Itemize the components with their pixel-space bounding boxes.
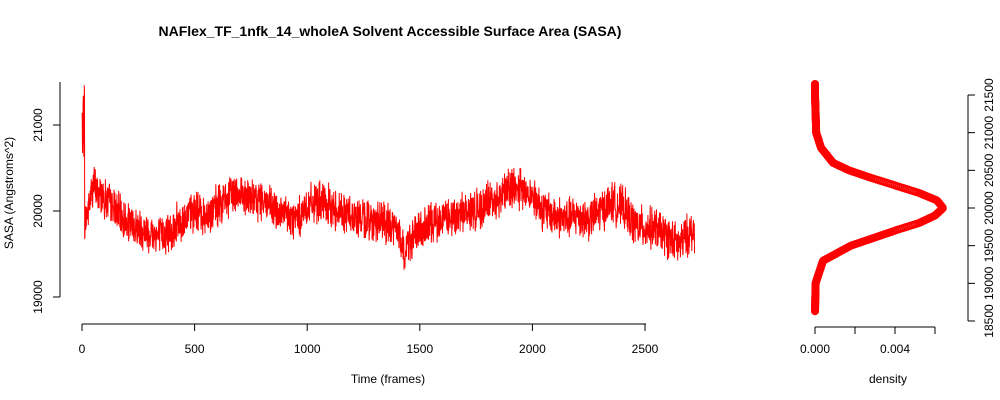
density-x-ticks: 0.000 0.004: [800, 327, 936, 356]
density-curve: [810, 80, 947, 316]
timeseries-x-label: Time (frames): [351, 372, 425, 386]
x-tick-label: 1500: [406, 342, 433, 356]
x-tick-label: 500: [185, 342, 205, 356]
density-y-tick-label: 21500: [982, 78, 996, 112]
timeseries-y-ticks: 19000 20000 21000: [31, 108, 60, 314]
chart-title: NAFlex_TF_1nfk_14_wholeA Solvent Accessi…: [159, 23, 622, 39]
density-panel: 18500 19000 19500 20000 20500 21000 21500 0.00…: [800, 78, 996, 386]
x-tick-label: 2000: [519, 342, 546, 356]
sasa-series-line: [81, 85, 695, 270]
x-tick-label: 1000: [294, 342, 321, 356]
timeseries-x-ticks: 0 500 1000 1500 2000 2500: [79, 324, 659, 356]
density-y-ticks: 18500 19000 19500 20000 20500 21000 21500: [968, 78, 996, 338]
density-x-tick-label: 0.004: [880, 342, 910, 356]
density-y-tick-label: 19000: [982, 266, 996, 300]
density-y-tick-label: 21000: [982, 116, 996, 150]
density-point: [810, 80, 819, 89]
density-y-tick-label: 19500: [982, 229, 996, 263]
timeseries-y-label: SASA (Angstroms^2): [2, 137, 16, 249]
density-y-tick-label: 18500: [982, 304, 996, 338]
x-tick-label: 2500: [632, 342, 659, 356]
density-x-label: density: [869, 372, 907, 386]
y-tick-label: 19000: [31, 280, 45, 314]
density-y-tick-label: 20000: [982, 191, 996, 225]
density-x-tick-label: 0.000: [800, 342, 830, 356]
timeseries-panel: 19000 20000 21000 0 500 1000 1500 2000 2500 Tim…: [2, 82, 695, 386]
x-tick-label: 0: [79, 342, 86, 356]
y-tick-label: 21000: [31, 108, 45, 142]
density-y-tick-label: 20500: [982, 153, 996, 187]
y-tick-label: 20000: [31, 194, 45, 228]
